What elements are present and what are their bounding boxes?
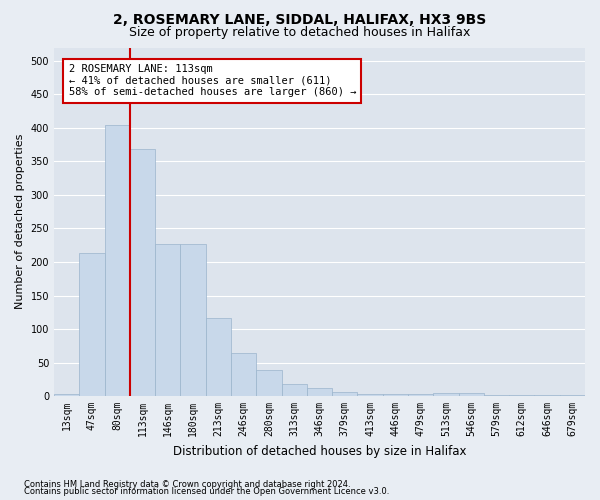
Text: 2, ROSEMARY LANE, SIDDAL, HALIFAX, HX3 9BS: 2, ROSEMARY LANE, SIDDAL, HALIFAX, HX3 9… xyxy=(113,12,487,26)
Bar xyxy=(79,252,104,396)
Bar xyxy=(155,244,181,396)
Text: Contains public sector information licensed under the Open Government Licence v3: Contains public sector information licen… xyxy=(24,487,389,496)
Bar xyxy=(408,394,433,396)
Text: Contains HM Land Registry data © Crown copyright and database right 2024.: Contains HM Land Registry data © Crown c… xyxy=(24,480,350,489)
Text: 2 ROSEMARY LANE: 113sqm
← 41% of detached houses are smaller (611)
58% of semi-d: 2 ROSEMARY LANE: 113sqm ← 41% of detache… xyxy=(69,64,356,98)
Bar xyxy=(535,394,560,396)
Bar xyxy=(181,244,206,396)
Bar xyxy=(281,384,307,396)
Bar xyxy=(307,388,332,396)
Bar xyxy=(458,392,484,396)
Bar xyxy=(484,394,509,396)
Bar xyxy=(231,353,256,396)
Bar xyxy=(433,392,458,396)
Bar xyxy=(206,318,231,396)
Bar xyxy=(560,394,585,396)
Bar xyxy=(383,394,408,396)
Bar xyxy=(130,148,155,396)
Bar xyxy=(54,394,79,396)
Text: Size of property relative to detached houses in Halifax: Size of property relative to detached ho… xyxy=(130,26,470,39)
Bar xyxy=(332,392,358,396)
Y-axis label: Number of detached properties: Number of detached properties xyxy=(15,134,25,310)
Bar xyxy=(256,370,281,396)
Bar xyxy=(104,126,130,396)
X-axis label: Distribution of detached houses by size in Halifax: Distribution of detached houses by size … xyxy=(173,444,466,458)
Bar xyxy=(358,394,383,396)
